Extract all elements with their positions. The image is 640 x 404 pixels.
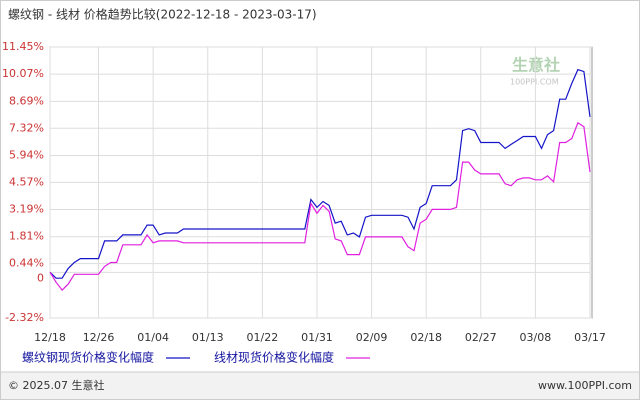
x-tick-label: 02/18: [410, 331, 442, 344]
x-tick-label: 03/08: [520, 331, 552, 344]
legend-label: 螺纹钢现货价格变化幅度: [22, 350, 154, 365]
y-tick-label: 0: [37, 271, 44, 284]
x-tick-label: 12/18: [34, 331, 66, 344]
footer-site: www.100PPI.com: [538, 379, 632, 392]
x-tick-label: 02/09: [356, 331, 388, 344]
y-tick-label: 5.94%: [9, 148, 44, 161]
legend-label: 线材现货价格变化幅度: [214, 350, 334, 365]
x-tick-label: 01/31: [301, 331, 333, 344]
y-tick-label: 1.81%: [9, 230, 44, 243]
y-tick-label: 8.69%: [9, 94, 44, 107]
x-tick-label: 01/22: [247, 331, 279, 344]
watermark-site: 100PPI.COM: [510, 78, 559, 87]
x-tick-label: 01/13: [192, 331, 224, 344]
y-tick-label: 0.44%: [9, 257, 44, 270]
footer-band: [1, 372, 639, 399]
y-tick-label: -2.32%: [5, 311, 44, 324]
y-tick-label: 7.32%: [9, 121, 44, 134]
x-tick-label: 01/04: [137, 331, 169, 344]
y-tick-label: 4.57%: [9, 175, 44, 188]
x-tick-label: 03/17: [574, 331, 606, 344]
chart-title: 螺纹钢 - 线材 价格趋势比较(2022-12-18 - 2023-03-17): [8, 7, 317, 22]
footer-copyright: © 2025.07 生意社: [8, 378, 104, 392]
series-line: [49, 121, 591, 292]
x-tick-label: 02/27: [465, 331, 497, 344]
y-tick-label: 11.45%: [2, 40, 44, 53]
y-tick-label: 10.07%: [2, 67, 44, 80]
y-tick-label: 3.19%: [9, 203, 44, 216]
series-line: [49, 68, 591, 279]
watermark-name: 生意社: [512, 56, 560, 75]
x-tick-label: 12/26: [83, 331, 115, 344]
